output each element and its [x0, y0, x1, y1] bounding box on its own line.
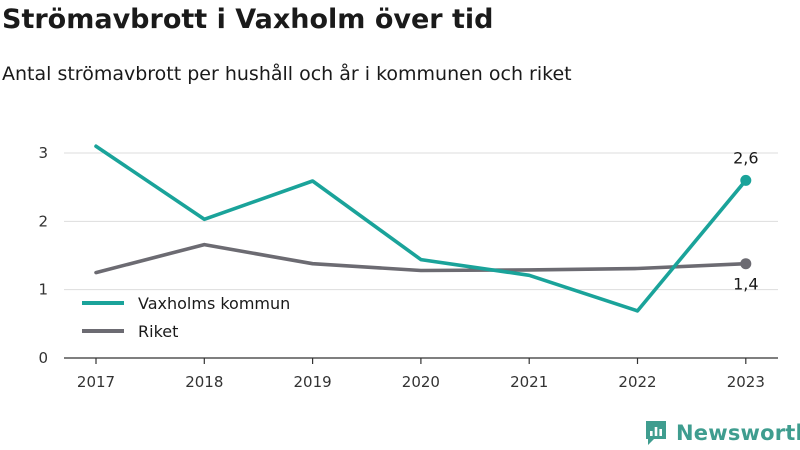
chart-title: Strömavbrott i Vaxholm över tid — [2, 4, 494, 35]
legend-swatch-riket — [82, 329, 124, 333]
axes: 0 1 2 3 2017 2018 2019 2020 2021 2022 2023 — [38, 144, 778, 391]
legend: Vaxholms kommun Riket — [82, 289, 290, 345]
y-tick-label: 1 — [38, 281, 48, 299]
newsworthy-logo-icon — [646, 421, 666, 445]
series-endpoint-vaxholm — [740, 174, 752, 186]
y-tick-label: 3 — [38, 144, 48, 162]
brand-name: Newsworthy — [676, 421, 800, 445]
legend-item-vaxholm: Vaxholms kommun — [82, 289, 290, 317]
x-tick-label: 2020 — [402, 373, 440, 391]
series-line-riket — [94, 242, 748, 275]
x-tick-label: 2023 — [727, 373, 765, 391]
x-tick-label: 2021 — [510, 373, 548, 391]
gridlines — [64, 152, 778, 291]
chart-subtitle: Antal strömavbrott per hushåll och år i … — [2, 63, 572, 85]
series-line-vaxholm — [94, 144, 748, 313]
x-tick-label: 2017 — [77, 373, 115, 391]
series-lines — [94, 144, 752, 313]
legend-label-vaxholm: Vaxholms kommun — [138, 293, 291, 313]
data-label-riket: 1,4 — [733, 275, 758, 294]
legend-item-riket: Riket — [82, 317, 290, 345]
y-tick-label: 2 — [38, 212, 48, 230]
x-tick-label: 2019 — [294, 373, 332, 391]
data-label-vaxholm: 2,6 — [733, 148, 758, 167]
legend-label-riket: Riket — [138, 321, 179, 341]
x-tick-label: 2018 — [185, 373, 223, 391]
data-labels: 2,6 1,4 — [733, 148, 758, 293]
y-tick-label: 0 — [38, 349, 48, 367]
series-endpoint-riket — [740, 258, 752, 270]
x-tick-label: 2022 — [618, 373, 656, 391]
legend-swatch-vaxholm — [82, 301, 124, 305]
newsworthy-logo[interactable]: Newsworthy — [644, 419, 800, 447]
